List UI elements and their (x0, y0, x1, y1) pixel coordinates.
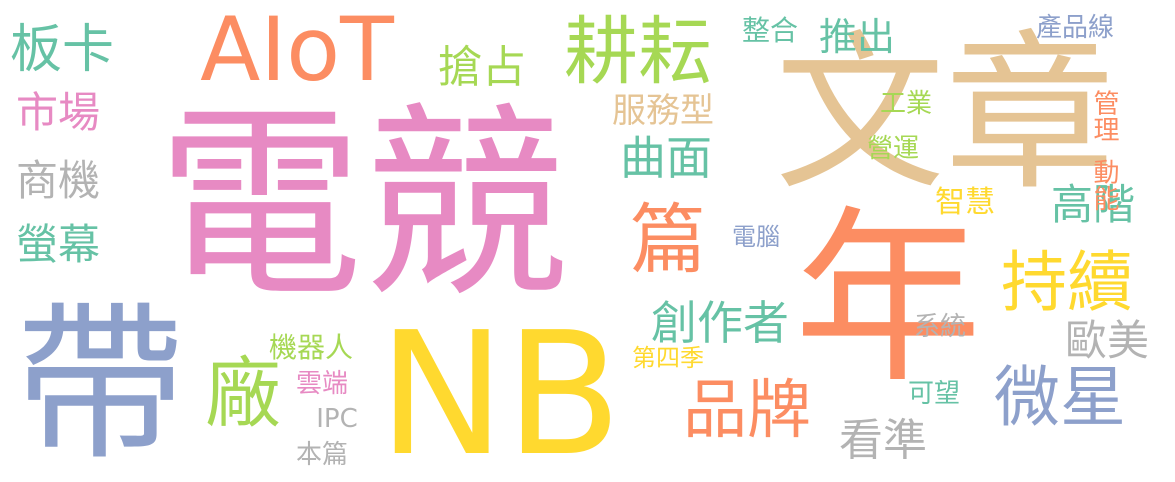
word-weixing: 微星 (994, 365, 1126, 431)
word-gongye: 工業 (880, 91, 932, 117)
word-dai: 帶 (15, 300, 185, 470)
word-diannao: 電腦 (732, 225, 780, 249)
word-diansing: 電競 (157, 102, 569, 308)
word-zhihui: 智慧 (935, 188, 995, 218)
word-tuichu: 推出 (819, 18, 895, 56)
word-yunduan: 雲端 (296, 371, 348, 397)
word-chanpinxian: 產品線 (1036, 15, 1114, 41)
word-kanzhun: 看準 (839, 419, 927, 463)
word-chang: 廠 (205, 356, 281, 432)
word-kewang: 可望 (908, 381, 960, 407)
word-guanli: 管理 (1091, 89, 1117, 142)
word-jiqiren: 機器人 (269, 334, 353, 362)
word-oumei: 歐美 (1065, 320, 1149, 362)
word-dongneng: 動能 (1091, 158, 1117, 211)
word-yingmu: 螢幕 (16, 224, 100, 266)
word-shangji: 商機 (16, 160, 100, 202)
word-qiangzhan: 搶占 (438, 46, 526, 90)
word-zhenghe: 整合 (742, 17, 798, 45)
word-aiot: AIoT (200, 6, 394, 94)
word-benpian: 本篇 (296, 442, 348, 468)
word-yingyun: 營運 (867, 136, 919, 162)
word-chuangzuozhe: 創作者 (651, 300, 789, 346)
word-qumian: 曲面 (620, 135, 712, 181)
word-nb: NB (378, 310, 622, 480)
word-fuwuxing: 服務型 (612, 94, 714, 128)
word-pian: 篇 (630, 202, 706, 278)
word-nian: 年 (794, 206, 982, 394)
word-ipc: IPC (316, 406, 358, 432)
word-pinpai: 品牌 (683, 379, 811, 443)
word-xitong: 系統 (914, 314, 966, 340)
word-chixu: 持續 (1001, 250, 1133, 316)
word-gengyun: 耕耘 (564, 15, 712, 89)
word-banka: 板卡 (10, 24, 114, 76)
word-shichang: 市場 (16, 92, 100, 134)
word-disiji: 第四季 (632, 346, 704, 370)
